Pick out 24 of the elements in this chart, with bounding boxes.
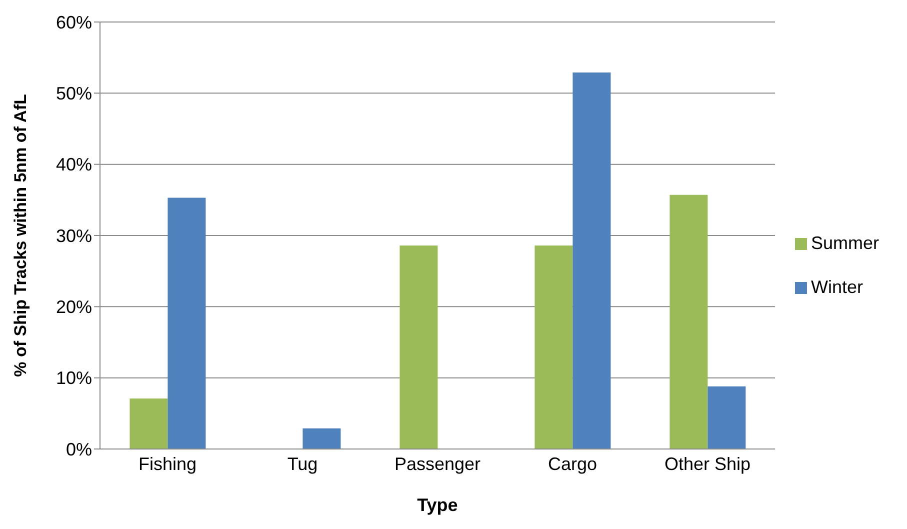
- bar: [708, 386, 746, 449]
- y-tick-label: 40%: [56, 154, 92, 175]
- bar: [572, 72, 611, 449]
- y-tick-label: 0%: [66, 439, 92, 460]
- y-tick-label: 50%: [56, 84, 92, 104]
- bar: [670, 194, 708, 449]
- bar: [400, 245, 438, 449]
- bar: [130, 398, 168, 449]
- y-axis-title: % of Ship Tracks within 5nm of AfL: [11, 94, 30, 377]
- legend-label: Winter: [810, 276, 863, 296]
- y-tick-label: 30%: [56, 226, 92, 246]
- y-tick-label: 10%: [56, 368, 92, 388]
- bar: [168, 198, 206, 449]
- x-tick-label: Fishing: [138, 454, 197, 474]
- y-tick-label: 60%: [56, 12, 92, 32]
- x-axis-title: Type: [417, 495, 458, 515]
- x-tick-label: Other Ship: [664, 454, 751, 474]
- x-tick-label: Tug: [287, 454, 318, 474]
- bar: [534, 245, 573, 449]
- x-tick-label: Passenger: [394, 454, 481, 474]
- bar: [302, 428, 341, 449]
- legend-label: Summer: [810, 232, 879, 252]
- y-tick-label: 20%: [56, 297, 92, 318]
- x-tick-label: Cargo: [548, 454, 598, 474]
